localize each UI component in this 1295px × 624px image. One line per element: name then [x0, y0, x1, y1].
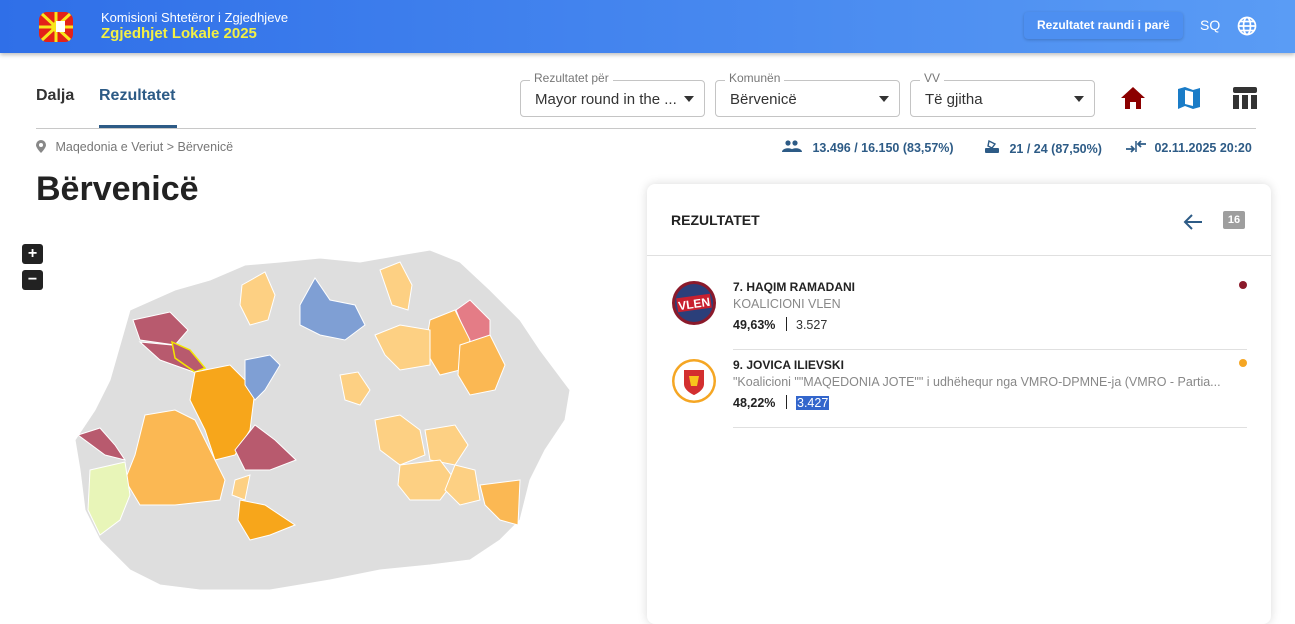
vmro-logo [672, 359, 716, 403]
updated-value: 02.11.2025 20:20 [1154, 141, 1252, 155]
first-round-results-button[interactable]: Rezultatet raundi i parë [1024, 12, 1183, 39]
candidate-name: 9. JOVICA ILIEVSKI [733, 358, 844, 372]
separator [786, 317, 787, 331]
home-icon[interactable] [1119, 84, 1147, 112]
municipality-map[interactable] [60, 240, 580, 600]
map-regions [76, 261, 521, 541]
region-selected [170, 340, 207, 373]
municipality-select[interactable]: Komunën Bërvenicë [715, 71, 900, 117]
results-title: REZULTATET [671, 212, 760, 228]
top-bar: Komisioni Shtetëror i Zgjedhjeve Zgjedhj… [0, 0, 1295, 53]
region [189, 364, 256, 461]
region [237, 499, 297, 541]
svg-text:VLEN: VLEN [677, 295, 711, 313]
stations-stat: 21 / 24 (87,50%) [984, 139, 1102, 156]
region [374, 324, 431, 371]
region [457, 334, 506, 396]
caret-down-icon [879, 96, 889, 102]
people-icon [782, 140, 802, 152]
divider [647, 255, 1271, 256]
vlen-logo: VLEN [672, 281, 716, 325]
count-badge: 16 [1223, 211, 1245, 229]
results-for-select[interactable]: Rezultatet për Mayor round in the ... [520, 71, 705, 117]
candidate-party: KOALICIONI VLEN [733, 297, 841, 311]
region [244, 354, 281, 401]
language-selector[interactable]: SQ [1200, 17, 1221, 33]
region [479, 479, 521, 526]
region [397, 459, 456, 501]
candidate-row[interactable]: VLEN 7. HAQIM RAMADANI KOALICIONI VLEN 4… [671, 272, 1247, 350]
caret-down-icon [1074, 96, 1084, 102]
select-value: Mayor round in the ... [535, 91, 677, 108]
breadcrumb: Maqedonia e Veriut > Bërvenicë [36, 140, 233, 154]
region [424, 424, 469, 466]
divider [733, 427, 1247, 428]
location-pin-icon [36, 140, 46, 153]
turnout-stat: 13.496 / 16.150 (83,57%) [782, 140, 954, 155]
org-name: Komisioni Shtetëror i Zgjedhjeve [101, 10, 289, 25]
stations-value: 21 / 24 (87,50%) [1009, 142, 1102, 156]
election-name: Zgjedhjet Lokale 2025 [101, 25, 257, 42]
select-value: Të gjitha [925, 91, 983, 108]
region [132, 311, 189, 346]
page-title: Bërvenicë [36, 170, 199, 208]
candidate-name: 7. HAQIM RAMADANI [733, 280, 855, 294]
zoom-in-button[interactable]: + [22, 244, 43, 264]
region [234, 424, 297, 471]
divider [733, 349, 1247, 350]
candidate-percent: 48,22% [733, 396, 776, 410]
region [87, 461, 131, 536]
table-icon[interactable] [1231, 84, 1259, 112]
back-arrow-icon[interactable] [1182, 212, 1204, 232]
globe-icon[interactable] [1237, 16, 1257, 36]
polling-station-select[interactable]: VV Të gjitha [910, 71, 1095, 117]
zoom-out-button[interactable]: − [22, 270, 43, 290]
select-value: Bërvenicë [730, 91, 797, 108]
select-label: VV [920, 71, 945, 85]
region [124, 409, 226, 506]
candidate-percent: 49,63% [733, 318, 776, 332]
logo[interactable] [37, 8, 75, 46]
divider [36, 128, 1256, 129]
breadcrumb-current: Bërvenicë [177, 140, 234, 154]
region [299, 277, 366, 341]
breadcrumb-separator: > [166, 140, 174, 154]
sync-arrows-icon [1126, 140, 1146, 153]
updated-stat: 02.11.2025 20:20 [1126, 140, 1252, 155]
select-label: Komunën [725, 71, 785, 85]
separator [786, 395, 787, 409]
candidate-row[interactable]: 9. JOVICA ILIEVSKI "Koalicioni ""MAQEDON… [671, 350, 1247, 428]
results-panel: REZULTATET 16 VLEN 7. HAQIM RAMADANI KOA… [647, 184, 1271, 624]
map-icon[interactable] [1175, 84, 1203, 112]
select-label: Rezultatet për [530, 71, 613, 85]
tab-turnout[interactable]: Dalja [36, 87, 75, 104]
region [239, 271, 276, 326]
region [339, 371, 371, 406]
turnout-value: 13.496 / 16.150 (83,57%) [812, 141, 954, 155]
candidate-votes: 3.427 [796, 396, 830, 410]
region [231, 474, 251, 501]
party-color-dot [1239, 359, 1247, 367]
candidate-votes: 3.527 [796, 318, 828, 332]
candidate-party: "Koalicioni ""MAQEDONIA JOTE"" i udhëheq… [733, 375, 1221, 389]
region [444, 464, 481, 506]
caret-down-icon [684, 96, 694, 102]
party-color-dot [1239, 281, 1247, 289]
tab-results[interactable]: Rezultatet [99, 87, 176, 104]
region [379, 261, 413, 311]
breadcrumb-root[interactable]: Maqedonia e Veriut [55, 140, 164, 154]
ballot-box-icon [985, 139, 999, 153]
region [374, 414, 426, 466]
active-tab-indicator [99, 125, 177, 128]
region [76, 427, 127, 461]
